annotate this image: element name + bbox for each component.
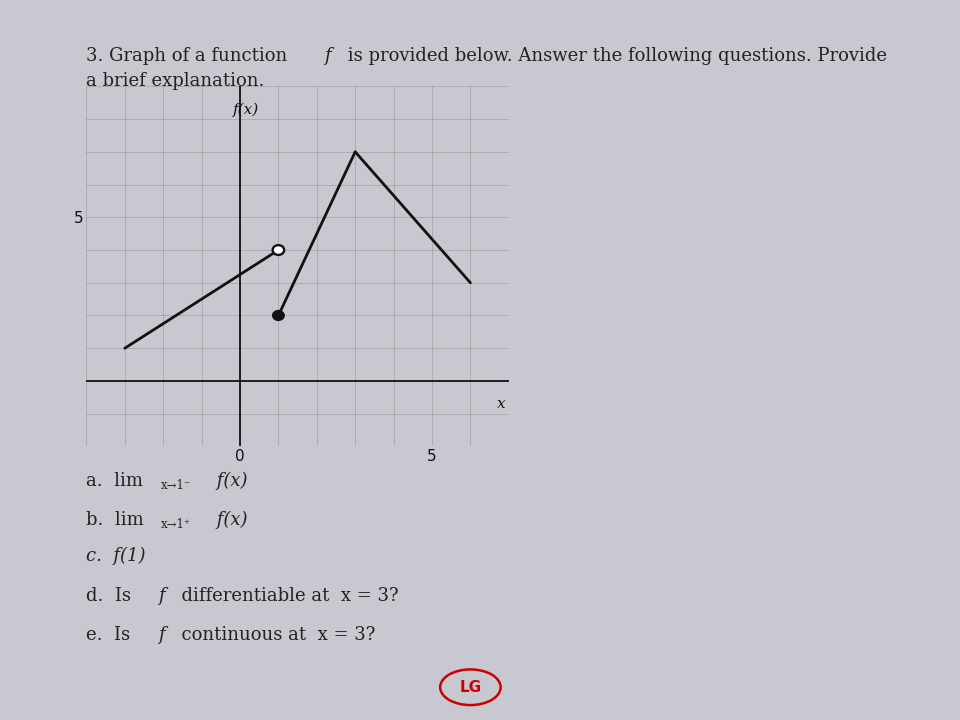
Text: differentiable at  x = 3?: differentiable at x = 3? [170,587,398,605]
Text: a.  lim: a. lim [86,472,143,490]
Text: f: f [158,626,165,644]
Text: x→1⁺: x→1⁺ [161,518,191,531]
Text: 3. Graph of a function: 3. Graph of a function [86,47,294,65]
Text: is provided below. Answer the following questions. Provide: is provided below. Answer the following … [342,47,887,65]
Text: x→1⁻: x→1⁻ [161,479,191,492]
Text: e.  Is: e. Is [86,626,136,644]
Text: f(x): f(x) [211,511,248,529]
Text: f(x): f(x) [232,103,259,117]
Text: continuous at  x = 3?: continuous at x = 3? [170,626,375,644]
Text: b.  lim: b. lim [86,511,144,529]
Circle shape [273,245,284,255]
Text: f: f [324,47,331,65]
Text: x: x [497,397,505,411]
Text: f(x): f(x) [211,472,248,490]
Text: LG: LG [459,680,482,695]
Circle shape [273,310,284,320]
Text: a brief explanation.: a brief explanation. [86,72,265,90]
Text: d.  Is: d. Is [86,587,137,605]
Text: f: f [158,587,165,605]
Text: c.  f(1): c. f(1) [86,547,146,565]
